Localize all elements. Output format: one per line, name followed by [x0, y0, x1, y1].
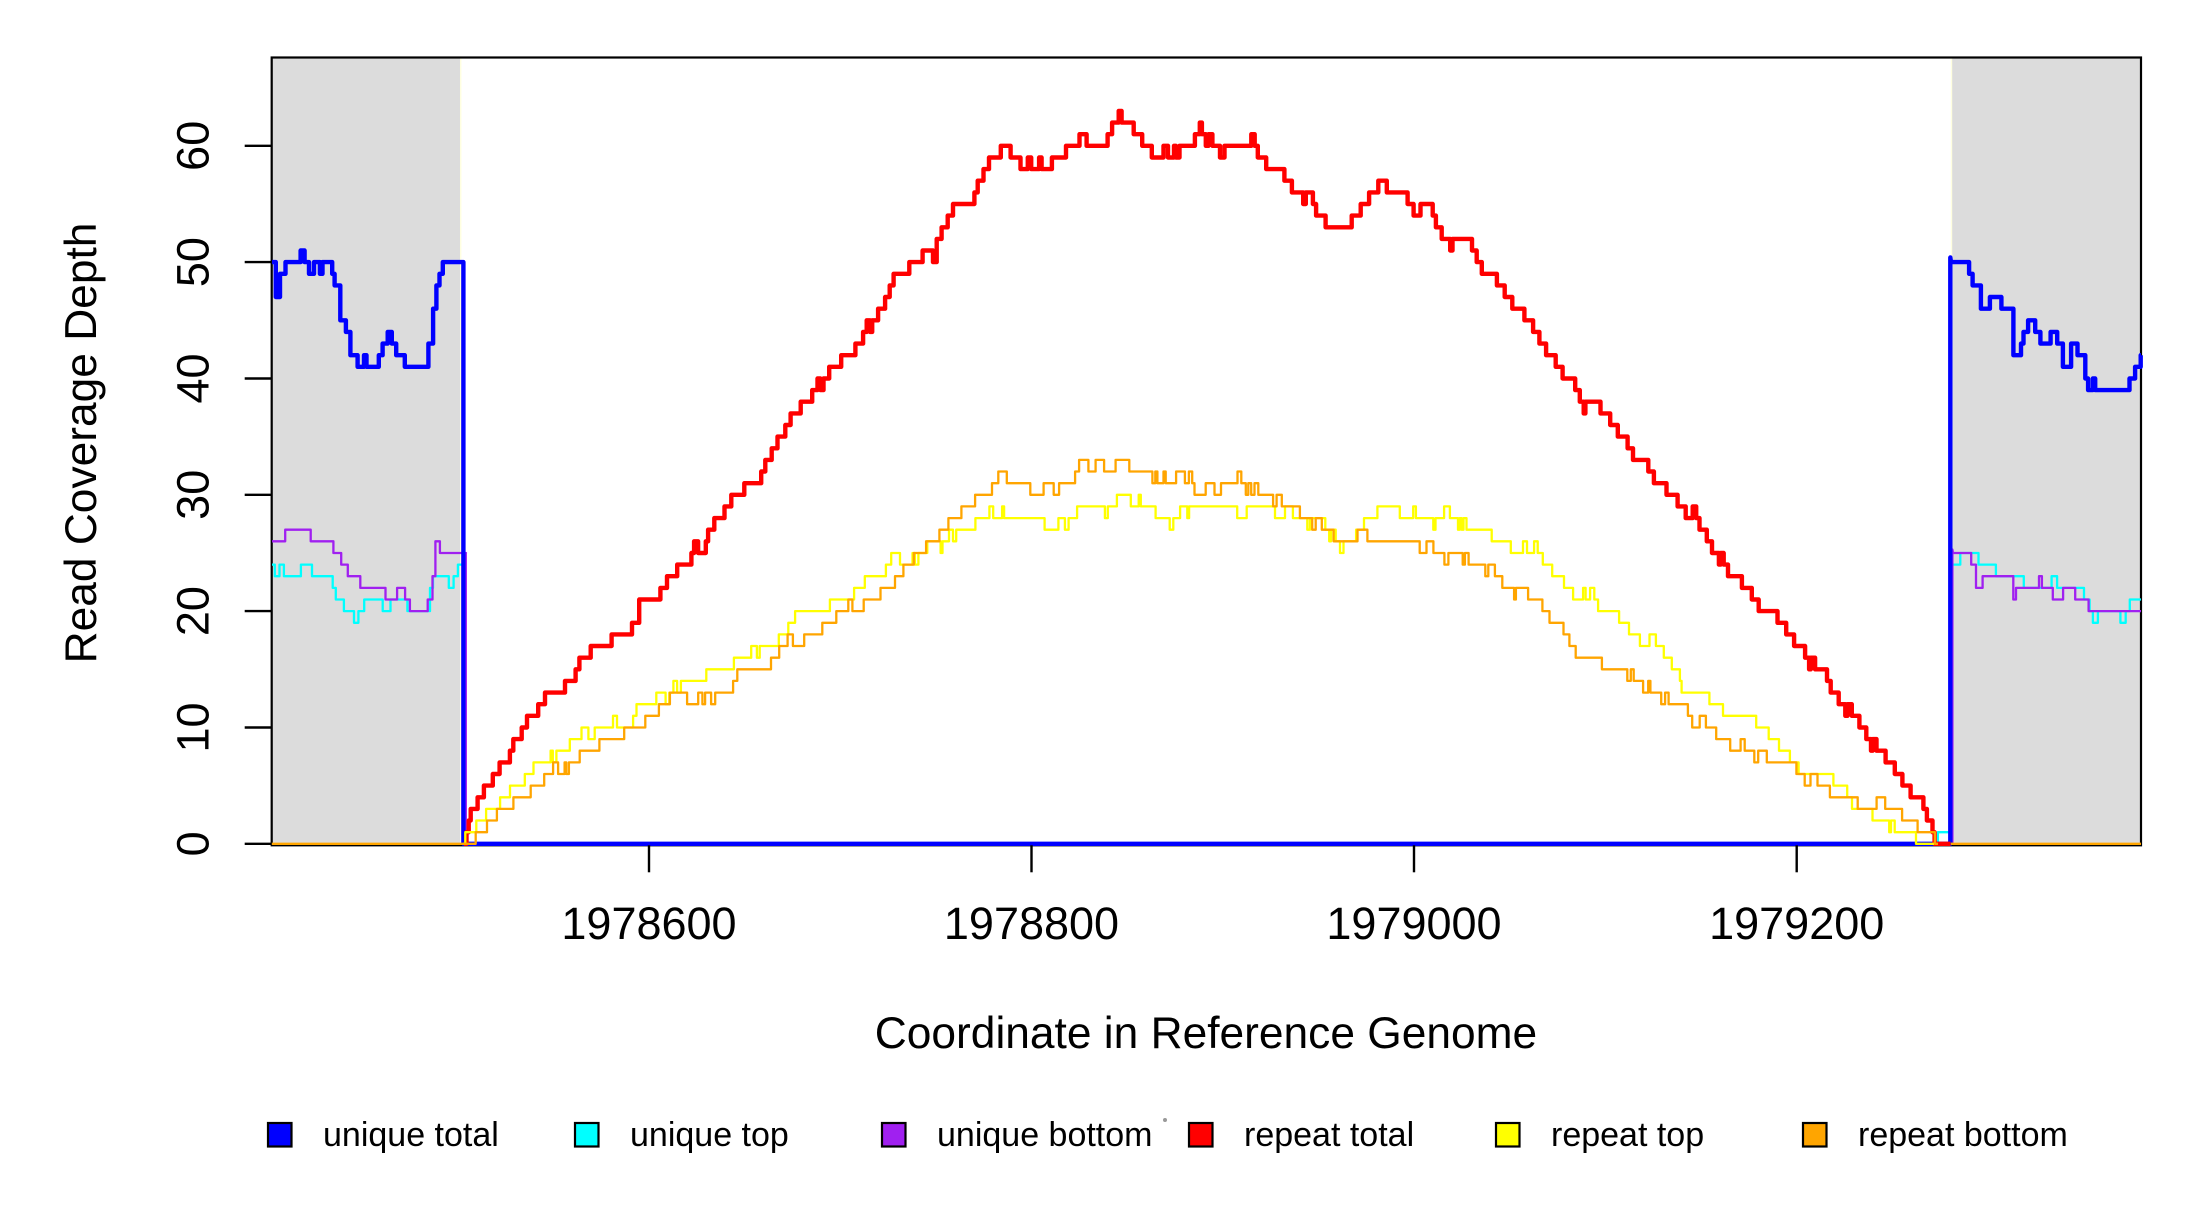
svg-text:1978600: 1978600	[561, 898, 736, 949]
svg-text:10: 10	[168, 702, 219, 752]
svg-text:30: 30	[168, 470, 219, 520]
svg-text:repeat bottom: repeat bottom	[1858, 1116, 2068, 1154]
svg-text:repeat top: repeat top	[1551, 1116, 1704, 1154]
svg-text:1979200: 1979200	[1709, 898, 1884, 949]
svg-text:60: 60	[168, 121, 219, 171]
svg-text:unique bottom: unique bottom	[937, 1116, 1153, 1154]
svg-text:0: 0	[168, 831, 219, 856]
svg-text:Coordinate in Reference Genome: Coordinate in Reference Genome	[875, 1009, 1537, 1058]
svg-text:40: 40	[168, 353, 219, 403]
svg-text:Read Coverage Depth: Read Coverage Depth	[57, 223, 106, 664]
svg-text:1979000: 1979000	[1326, 898, 1501, 949]
svg-text:50: 50	[168, 237, 219, 287]
svg-text:unique top: unique top	[630, 1116, 789, 1154]
svg-text:20: 20	[168, 586, 219, 636]
svg-text:repeat total: repeat total	[1244, 1116, 1414, 1154]
svg-text:unique total: unique total	[323, 1116, 499, 1154]
svg-text:1978800: 1978800	[944, 898, 1119, 949]
